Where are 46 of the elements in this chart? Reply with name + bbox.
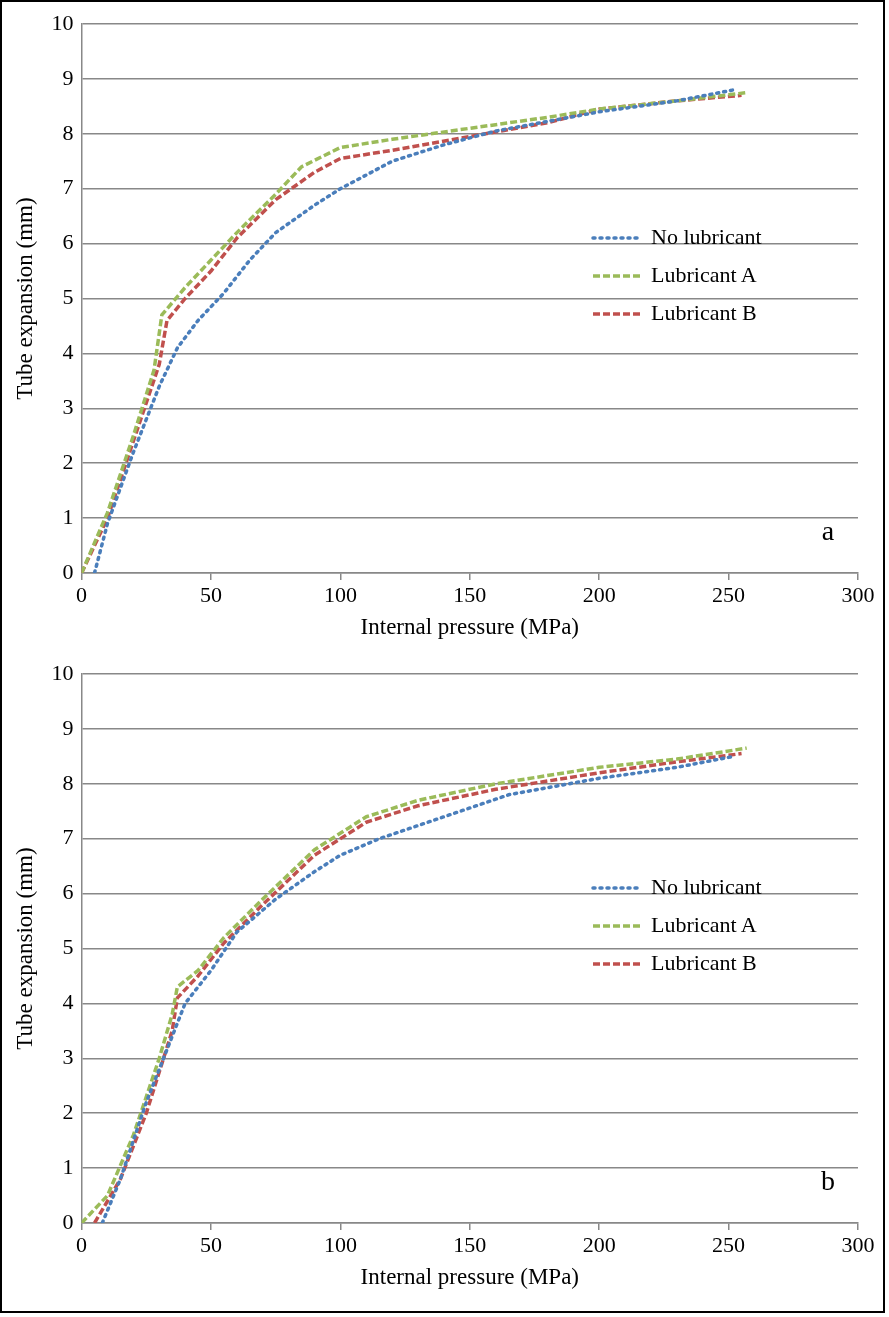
y-tick-label: 7 <box>62 174 74 200</box>
y-tick-label: 2 <box>62 1098 74 1124</box>
y-tick-label: 6 <box>62 879 74 905</box>
x-tick-label: 250 <box>712 581 746 607</box>
x-axis-title: Internal pressure (MPa) <box>360 1264 580 1290</box>
x-axis-title: Internal pressure (MPa) <box>360 614 580 640</box>
y-tick-label: 9 <box>62 714 74 740</box>
x-tick-label: 50 <box>200 1231 222 1257</box>
y-tick-label: 2 <box>62 448 74 474</box>
y-tick-label: 8 <box>62 769 74 795</box>
x-tick-label: 300 <box>841 1231 875 1257</box>
y-tick-label: 7 <box>62 824 74 850</box>
legend-label: Lubricant A <box>651 911 757 937</box>
y-tick-label: 9 <box>62 64 74 90</box>
y-tick-label: 5 <box>62 284 74 310</box>
y-axis-title: Tube expansion (mm) <box>11 847 37 1050</box>
x-tick-label: 150 <box>453 581 487 607</box>
x-tick-label: 150 <box>453 1231 487 1257</box>
y-tick-label: 4 <box>62 989 74 1015</box>
y-tick-label: 6 <box>62 229 74 255</box>
y-axis-title: Tube expansion (mm) <box>11 197 37 400</box>
x-tick-label: 250 <box>712 1231 746 1257</box>
y-tick-label: 10 <box>51 9 74 35</box>
x-tick-label: 100 <box>323 581 357 607</box>
x-tick-label: 200 <box>582 1231 616 1257</box>
legend-label: No lubricant <box>651 223 762 249</box>
x-tick-label: 200 <box>582 581 616 607</box>
annotation: a <box>821 515 835 547</box>
annotation: b <box>821 1165 835 1197</box>
y-tick-label: 10 <box>51 659 74 685</box>
legend-label: Lubricant A <box>651 261 757 287</box>
x-tick-label: 300 <box>841 581 875 607</box>
y-tick-label: 0 <box>62 558 74 584</box>
y-tick-label: 3 <box>62 394 74 420</box>
y-tick-label: 5 <box>62 934 74 960</box>
x-tick-label: 100 <box>323 1231 357 1257</box>
legend-label: Lubricant B <box>651 949 757 975</box>
legend-label: No lubricant <box>651 873 762 899</box>
y-tick-label: 4 <box>62 339 74 365</box>
y-tick-label: 1 <box>62 503 74 529</box>
y-tick-label: 1 <box>62 1153 74 1179</box>
y-tick-label: 8 <box>62 119 74 145</box>
x-tick-label: 50 <box>200 581 222 607</box>
legend-label: Lubricant B <box>651 299 757 325</box>
y-tick-label: 3 <box>62 1044 74 1070</box>
y-tick-label: 0 <box>62 1208 74 1234</box>
